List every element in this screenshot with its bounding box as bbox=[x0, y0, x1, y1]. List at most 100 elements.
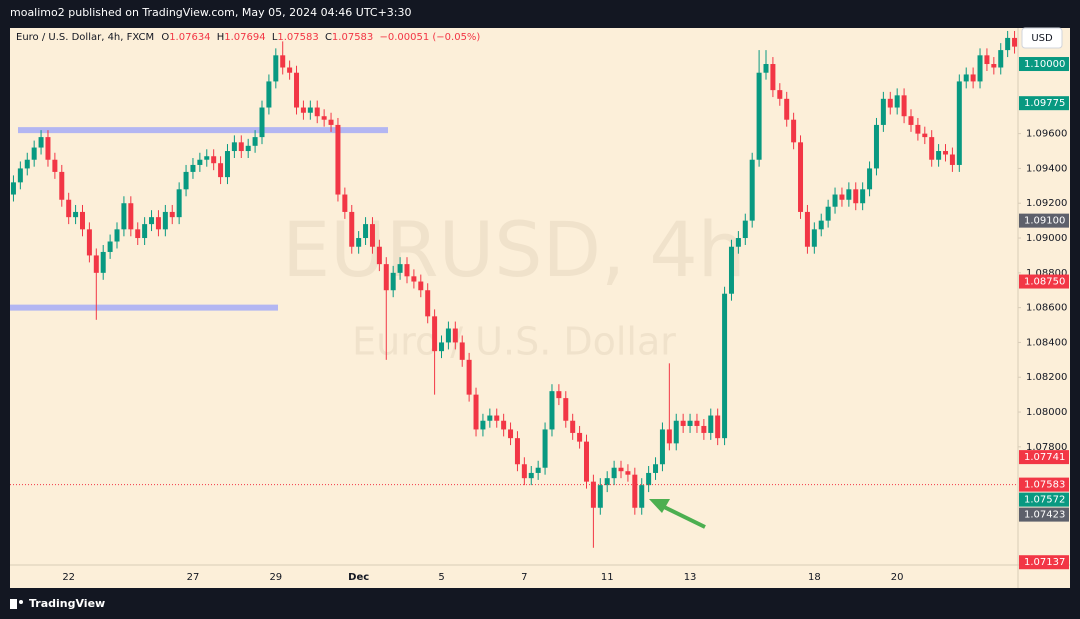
candle-body bbox=[722, 293, 728, 439]
candle-body bbox=[784, 98, 790, 120]
candle-body bbox=[59, 171, 65, 200]
candle-body bbox=[929, 137, 935, 160]
x-tick-label: 13 bbox=[684, 572, 697, 583]
legend: Euro / U.S. Dollar, 4h, FXCM O1.07634 H1… bbox=[16, 32, 480, 43]
candle-body bbox=[963, 74, 969, 82]
candle-body bbox=[231, 142, 237, 152]
arrow bbox=[649, 499, 706, 529]
candle-body bbox=[363, 224, 369, 239]
candle-body bbox=[107, 241, 113, 252]
candle-body bbox=[321, 116, 327, 120]
candle-body bbox=[149, 217, 155, 225]
candle-body bbox=[211, 156, 217, 164]
candle-body bbox=[24, 159, 30, 169]
price-tag bbox=[1019, 96, 1069, 111]
candle-body bbox=[956, 81, 962, 165]
candle-body bbox=[79, 211, 85, 230]
x-tick-label: 22 bbox=[62, 572, 75, 583]
price-axis: 1.09600 1.09400 1.09200 1.09000 1.08800 1.086… bbox=[1018, 57, 1069, 570]
candle-body bbox=[604, 478, 610, 486]
arrow-head bbox=[649, 499, 670, 513]
candle-body bbox=[425, 290, 431, 317]
candle-body bbox=[611, 467, 617, 479]
candle-body bbox=[577, 432, 583, 442]
candle-body bbox=[121, 203, 127, 230]
y-tick-label: 1.09400 bbox=[1026, 163, 1067, 174]
y-tick-label: 1.08600 bbox=[1026, 303, 1067, 314]
candle-body bbox=[749, 159, 755, 221]
candle-body bbox=[17, 168, 23, 183]
arrow-shaft bbox=[659, 503, 706, 529]
candle-body bbox=[535, 467, 541, 473]
candle-body bbox=[659, 429, 665, 465]
price-tag-label: 1.09775 bbox=[1024, 98, 1065, 109]
legend-key: C bbox=[325, 32, 332, 43]
candle-body bbox=[970, 74, 976, 82]
price-tag bbox=[1019, 555, 1069, 570]
candle-body bbox=[853, 189, 859, 204]
candle-body bbox=[811, 229, 817, 247]
watermark-description: Euro / U.S. Dollar bbox=[352, 320, 676, 364]
candle-body bbox=[314, 107, 320, 117]
price-tag-label: 1.07741 bbox=[1024, 452, 1065, 463]
price-tag-label: 1.07137 bbox=[1024, 557, 1065, 568]
candle-body bbox=[653, 464, 659, 473]
legend-value: 1.07694 bbox=[224, 32, 265, 43]
candle-body bbox=[666, 429, 672, 444]
price-tag-label: 1.07583 bbox=[1024, 480, 1065, 491]
x-tick-label: 11 bbox=[601, 572, 614, 583]
candle-body bbox=[300, 107, 306, 113]
currency[interactable]: USD bbox=[1031, 33, 1053, 44]
candle-body bbox=[894, 95, 900, 108]
candle-body bbox=[742, 220, 748, 239]
candle-body bbox=[404, 264, 410, 277]
candle-body bbox=[977, 55, 983, 82]
candle-body bbox=[273, 55, 279, 82]
candle-body bbox=[694, 420, 700, 426]
watermark-symbol: EURUSD, 4h bbox=[282, 205, 746, 294]
logo-mark bbox=[19, 600, 23, 604]
candle-body bbox=[369, 224, 375, 247]
x-tick-label: 27 bbox=[187, 572, 200, 583]
candle-body bbox=[487, 415, 493, 421]
candle-body bbox=[197, 159, 203, 165]
candle-body bbox=[715, 415, 721, 439]
candle-body bbox=[804, 211, 810, 247]
candle-body bbox=[100, 251, 106, 273]
candle-body bbox=[259, 107, 265, 138]
candle-body bbox=[825, 206, 831, 221]
candle-body bbox=[162, 211, 168, 230]
logo-mark bbox=[10, 599, 17, 609]
candle-body bbox=[1005, 37, 1011, 51]
candle-body bbox=[646, 472, 652, 486]
candle-body bbox=[639, 485, 645, 508]
candle-body bbox=[224, 151, 230, 178]
candle-body bbox=[832, 194, 838, 207]
candle-body bbox=[901, 95, 907, 117]
candle-body bbox=[328, 119, 334, 125]
candle-body bbox=[735, 238, 741, 247]
candle-body bbox=[880, 98, 886, 125]
price-tag bbox=[1019, 507, 1069, 522]
candle-body bbox=[52, 159, 58, 172]
candle-body bbox=[673, 420, 679, 444]
plot bbox=[10, 30, 1018, 548]
y-tick-label: 1.08200 bbox=[1026, 372, 1067, 383]
y-tick-label: 1.09000 bbox=[1026, 233, 1067, 244]
candle-body bbox=[528, 472, 534, 479]
candle-body bbox=[383, 264, 389, 291]
candle-body bbox=[480, 420, 486, 430]
currency-box[interactable] bbox=[1021, 27, 1063, 49]
candle-body bbox=[514, 438, 520, 465]
candle-body bbox=[376, 246, 382, 265]
candle-body bbox=[818, 220, 824, 230]
candle-body bbox=[908, 116, 914, 125]
candle-body bbox=[294, 72, 300, 108]
x-tick-label: 18 bbox=[808, 572, 821, 583]
candle-body bbox=[777, 90, 783, 99]
candle-body bbox=[135, 229, 141, 239]
candle-body bbox=[770, 64, 776, 91]
candle-body bbox=[466, 359, 472, 395]
y-tick-label: 1.08400 bbox=[1026, 337, 1067, 348]
candle-body bbox=[597, 485, 603, 508]
